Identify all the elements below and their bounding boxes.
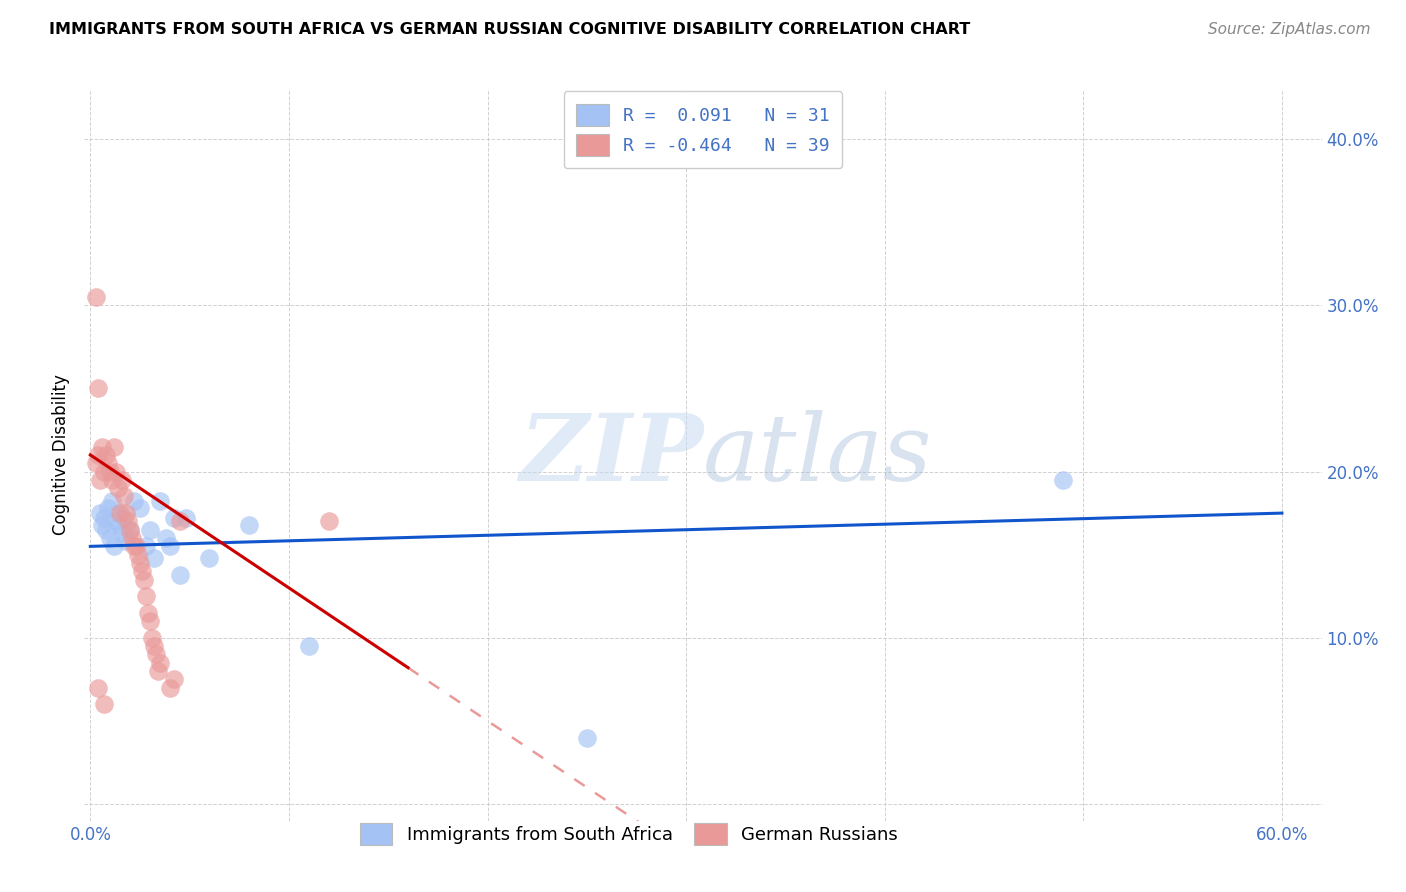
Legend: Immigrants from South Africa, German Russians: Immigrants from South Africa, German Rus…	[353, 815, 905, 852]
Text: Source: ZipAtlas.com: Source: ZipAtlas.com	[1208, 22, 1371, 37]
Point	[84, 290, 107, 304]
Point	[108, 506, 131, 520]
Point	[105, 515, 128, 529]
Point	[145, 648, 167, 662]
Point	[89, 506, 111, 520]
Point	[155, 531, 177, 545]
Point	[159, 681, 181, 695]
Point	[139, 523, 162, 537]
Point	[115, 534, 138, 549]
Point	[136, 606, 159, 620]
Point	[135, 539, 157, 553]
Point	[108, 517, 131, 532]
Point	[1052, 473, 1074, 487]
Point	[105, 465, 128, 479]
Point	[122, 494, 145, 508]
Text: IMMIGRANTS FROM SOUTH AFRICA VS GERMAN RUSSIAN COGNITIVE DISABILITY CORRELATION : IMMIGRANTS FROM SOUTH AFRICA VS GERMAN R…	[49, 22, 970, 37]
Point	[93, 698, 115, 712]
Point	[87, 448, 110, 462]
Point	[146, 664, 169, 678]
Point	[149, 494, 172, 508]
Text: ZIP: ZIP	[519, 410, 703, 500]
Point	[84, 456, 107, 470]
Point	[93, 465, 115, 479]
Point	[91, 440, 114, 454]
Point	[169, 515, 191, 529]
Point	[139, 614, 162, 628]
Point	[129, 556, 152, 570]
Point	[575, 731, 598, 745]
Point	[127, 548, 149, 562]
Point	[159, 539, 181, 553]
Point	[131, 564, 153, 578]
Point	[103, 440, 125, 454]
Point	[98, 531, 121, 545]
Y-axis label: Cognitive Disability: Cognitive Disability	[52, 375, 70, 535]
Point	[87, 381, 110, 395]
Point	[89, 473, 111, 487]
Point	[238, 517, 260, 532]
Point	[142, 551, 165, 566]
Point	[111, 473, 134, 487]
Point	[96, 448, 118, 462]
Point	[112, 511, 135, 525]
Point	[125, 539, 148, 553]
Point	[198, 551, 221, 566]
Point	[112, 490, 135, 504]
Point	[163, 511, 186, 525]
Point	[115, 506, 138, 520]
Point	[141, 631, 163, 645]
Point	[97, 501, 120, 516]
Point	[174, 511, 197, 525]
Point	[87, 681, 110, 695]
Point	[118, 523, 141, 537]
Point	[101, 473, 124, 487]
Point	[135, 589, 157, 603]
Text: atlas: atlas	[703, 410, 932, 500]
Point	[149, 656, 172, 670]
Point	[117, 515, 139, 529]
Point	[122, 539, 145, 553]
Point	[97, 456, 120, 470]
Point	[98, 465, 121, 479]
Point	[169, 567, 191, 582]
Point	[96, 523, 118, 537]
Point	[118, 523, 141, 537]
Point	[91, 517, 114, 532]
Point	[298, 639, 321, 653]
Point	[318, 515, 340, 529]
Point	[142, 639, 165, 653]
Point	[163, 673, 186, 687]
Point	[93, 511, 115, 525]
Point	[107, 481, 129, 495]
Point	[103, 539, 125, 553]
Point	[121, 531, 143, 545]
Point	[107, 506, 129, 520]
Point	[129, 501, 152, 516]
Point	[101, 494, 124, 508]
Point	[132, 573, 155, 587]
Point	[111, 526, 134, 541]
